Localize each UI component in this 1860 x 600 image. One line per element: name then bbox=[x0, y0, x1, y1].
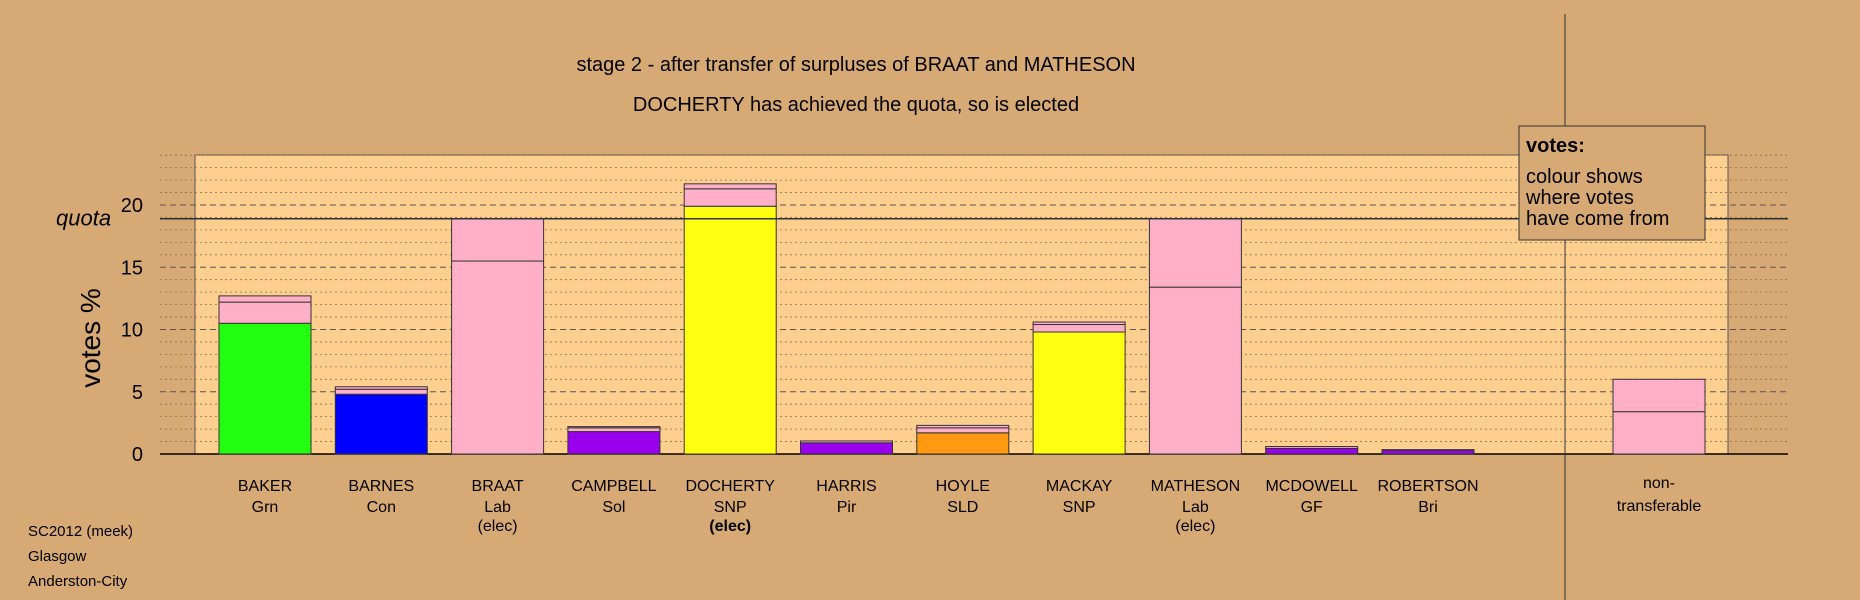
bar-robertson-segment-2 bbox=[1381, 449, 1475, 451]
bar-braat-segment-1 bbox=[451, 260, 545, 455]
candidate-name-mcdowell: MCDOWELL bbox=[1265, 478, 1358, 495]
bar-mackay-segment-1 bbox=[1032, 331, 1126, 455]
bar-campbell-segment-2 bbox=[567, 427, 661, 433]
candidate-party-matheson: Lab bbox=[1182, 499, 1209, 516]
candidate-party-mcdowell: GF bbox=[1301, 499, 1323, 516]
candidate-name-robertson: ROBERTSON bbox=[1377, 478, 1478, 495]
bar-barnes-segment-2 bbox=[334, 388, 428, 395]
bar-barnes-segment-1 bbox=[334, 393, 428, 455]
candidate-status-matheson: (elec) bbox=[1175, 518, 1215, 535]
y-tick-label: 20 bbox=[121, 195, 143, 217]
candidate-party-campbell: Sol bbox=[602, 499, 625, 516]
bar-campbell-segment-1 bbox=[567, 431, 661, 455]
candidate-name-matheson: MATHESON bbox=[1151, 478, 1240, 495]
candidate-name-baker: BAKER bbox=[238, 478, 292, 495]
footer-line-2: Glasgow bbox=[28, 548, 87, 565]
bar-baker-segment-2 bbox=[218, 301, 312, 324]
legend-box: votes: colour shows where votes have com… bbox=[1518, 125, 1706, 241]
bar-nontransferable-segment-2 bbox=[1612, 378, 1706, 413]
candidate-status-docherty: (elec) bbox=[709, 518, 751, 535]
bar-docherty-segment-3 bbox=[683, 183, 777, 190]
bar-hoyle-segment-3 bbox=[916, 424, 1010, 429]
legend-line-2: where votes bbox=[1525, 187, 1634, 209]
bar-docherty-segment-2 bbox=[683, 188, 777, 207]
bar-mcdowell-segment-1 bbox=[1265, 447, 1359, 455]
nontransferable-label-2: transferable bbox=[1617, 498, 1702, 515]
candidate-party-baker: Grn bbox=[252, 499, 279, 516]
bar-robertson-segment-1 bbox=[1381, 449, 1475, 455]
bar-matheson-segment-1 bbox=[1148, 286, 1242, 455]
legend-line-1: colour shows bbox=[1526, 166, 1643, 188]
bar-matheson-segment-2 bbox=[1148, 218, 1242, 288]
candidate-name-mackay: MACKAY bbox=[1046, 478, 1113, 495]
bar-hoyle-segment-2 bbox=[916, 427, 1010, 434]
nontransferable-label-1: non- bbox=[1643, 475, 1675, 492]
bar-docherty-segment-1 bbox=[683, 205, 777, 455]
bar-harris-segment-1 bbox=[800, 442, 893, 455]
candidate-party-braat: Lab bbox=[484, 499, 511, 516]
candidate-party-mackay: SNP bbox=[1063, 499, 1096, 516]
bar-nontransferable-segment-1 bbox=[1612, 411, 1706, 455]
bar-baker-segment-3 bbox=[218, 295, 312, 303]
y-tick-label: 10 bbox=[121, 320, 143, 342]
candidate-name-docherty: DOCHERTY bbox=[685, 478, 775, 495]
bar-mcdowell-segment-2 bbox=[1265, 446, 1359, 449]
chart-subtitle: DOCHERTY has achieved the quota, so is e… bbox=[633, 94, 1079, 116]
candidate-party-hoyle: SLD bbox=[947, 499, 978, 516]
bar-mackay-segment-2 bbox=[1032, 324, 1126, 333]
quota-label: quota bbox=[56, 206, 111, 231]
candidate-party-harris: Pir bbox=[837, 499, 857, 516]
candidate-name-hoyle: HOYLE bbox=[936, 478, 990, 495]
footer-line-1: SC2012 (meek) bbox=[28, 523, 133, 540]
candidate-party-docherty: SNP bbox=[714, 499, 747, 516]
footer-line-3: Anderston-City bbox=[28, 573, 128, 590]
bar-barnes-segment-3 bbox=[334, 386, 428, 390]
candidate-party-robertson: Bri bbox=[1418, 499, 1438, 516]
y-tick-label: 15 bbox=[121, 257, 143, 279]
y-axis-label: votes % bbox=[75, 288, 106, 388]
bar-campbell-segment-3 bbox=[567, 426, 661, 429]
candidate-name-braat: BRAAT bbox=[472, 478, 524, 495]
candidate-status-braat: (elec) bbox=[478, 518, 518, 535]
y-tick-label: 0 bbox=[132, 444, 143, 466]
candidate-party-barnes: Con bbox=[367, 499, 396, 516]
bar-baker-segment-1 bbox=[218, 322, 312, 455]
candidate-name-harris: HARRIS bbox=[816, 478, 876, 495]
legend-title: votes: bbox=[1526, 135, 1585, 157]
chart-title: stage 2 - after transfer of surpluses of… bbox=[576, 54, 1135, 76]
candidate-name-barnes: BARNES bbox=[348, 478, 414, 495]
candidate-name-campbell: CAMPBELL bbox=[571, 478, 656, 495]
bar-harris-segment-2 bbox=[800, 440, 893, 444]
bar-mackay-segment-3 bbox=[1032, 321, 1126, 326]
bar-hoyle-segment-1 bbox=[916, 432, 1010, 455]
legend-line-3: have come from bbox=[1526, 208, 1669, 230]
bar-braat-segment-2 bbox=[451, 218, 545, 262]
y-tick-label: 5 bbox=[132, 382, 143, 404]
